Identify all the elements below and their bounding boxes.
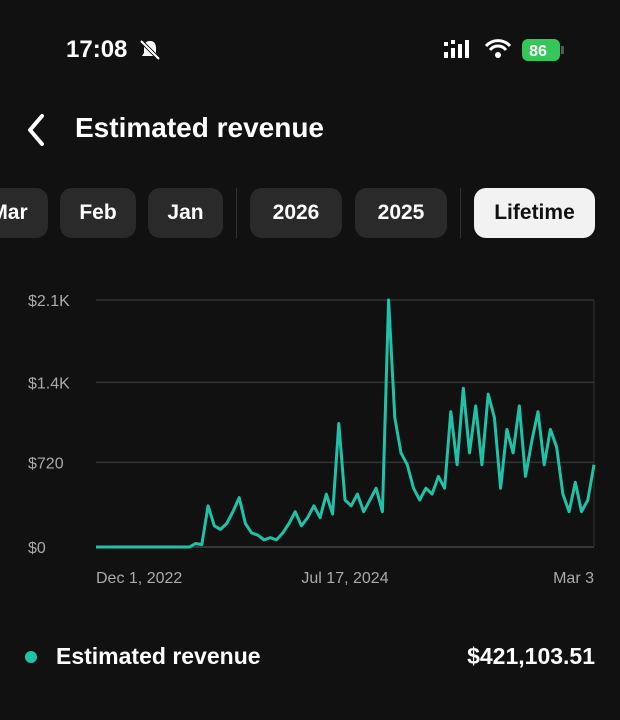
chart: $0 $720 $1.4K $2.1K Dec 1, 2022 Jul 17, 2024 M… [28,293,596,587]
status-icons: 86 [444,39,564,61]
x-tick-label: Mar 3 [553,570,594,587]
page-title: Estimated revenue [75,112,324,143]
y-tick-label: $0 [28,540,46,557]
tab[interactable]: Feb [60,188,136,238]
tab[interactable]: 2026 [250,188,342,238]
total-value: $421,103.51 [467,643,595,669]
tab[interactable]: Lifetime [474,188,595,238]
status-time: 17:08 [66,36,128,63]
x-tick-label: Jul 17, 2024 [301,570,388,587]
legend-dot [25,651,37,663]
tab[interactable]: Mar [0,188,48,238]
mute-icon [139,39,161,61]
y-tick-label: $720 [28,455,64,472]
tab[interactable]: 2025 [355,188,447,238]
y-tick-label: $2.1K [28,293,70,310]
tab[interactable]: Jan [148,188,223,238]
revenue-line [96,298,596,549]
x-tick-label: Dec 1, 2022 [96,570,182,587]
divider [460,188,461,238]
y-tick-label: $1.4K [28,375,70,392]
back-button[interactable] [22,112,52,148]
legend-label: Estimated revenue [56,643,261,669]
battery-level: 86 [529,43,547,60]
divider [236,188,237,238]
